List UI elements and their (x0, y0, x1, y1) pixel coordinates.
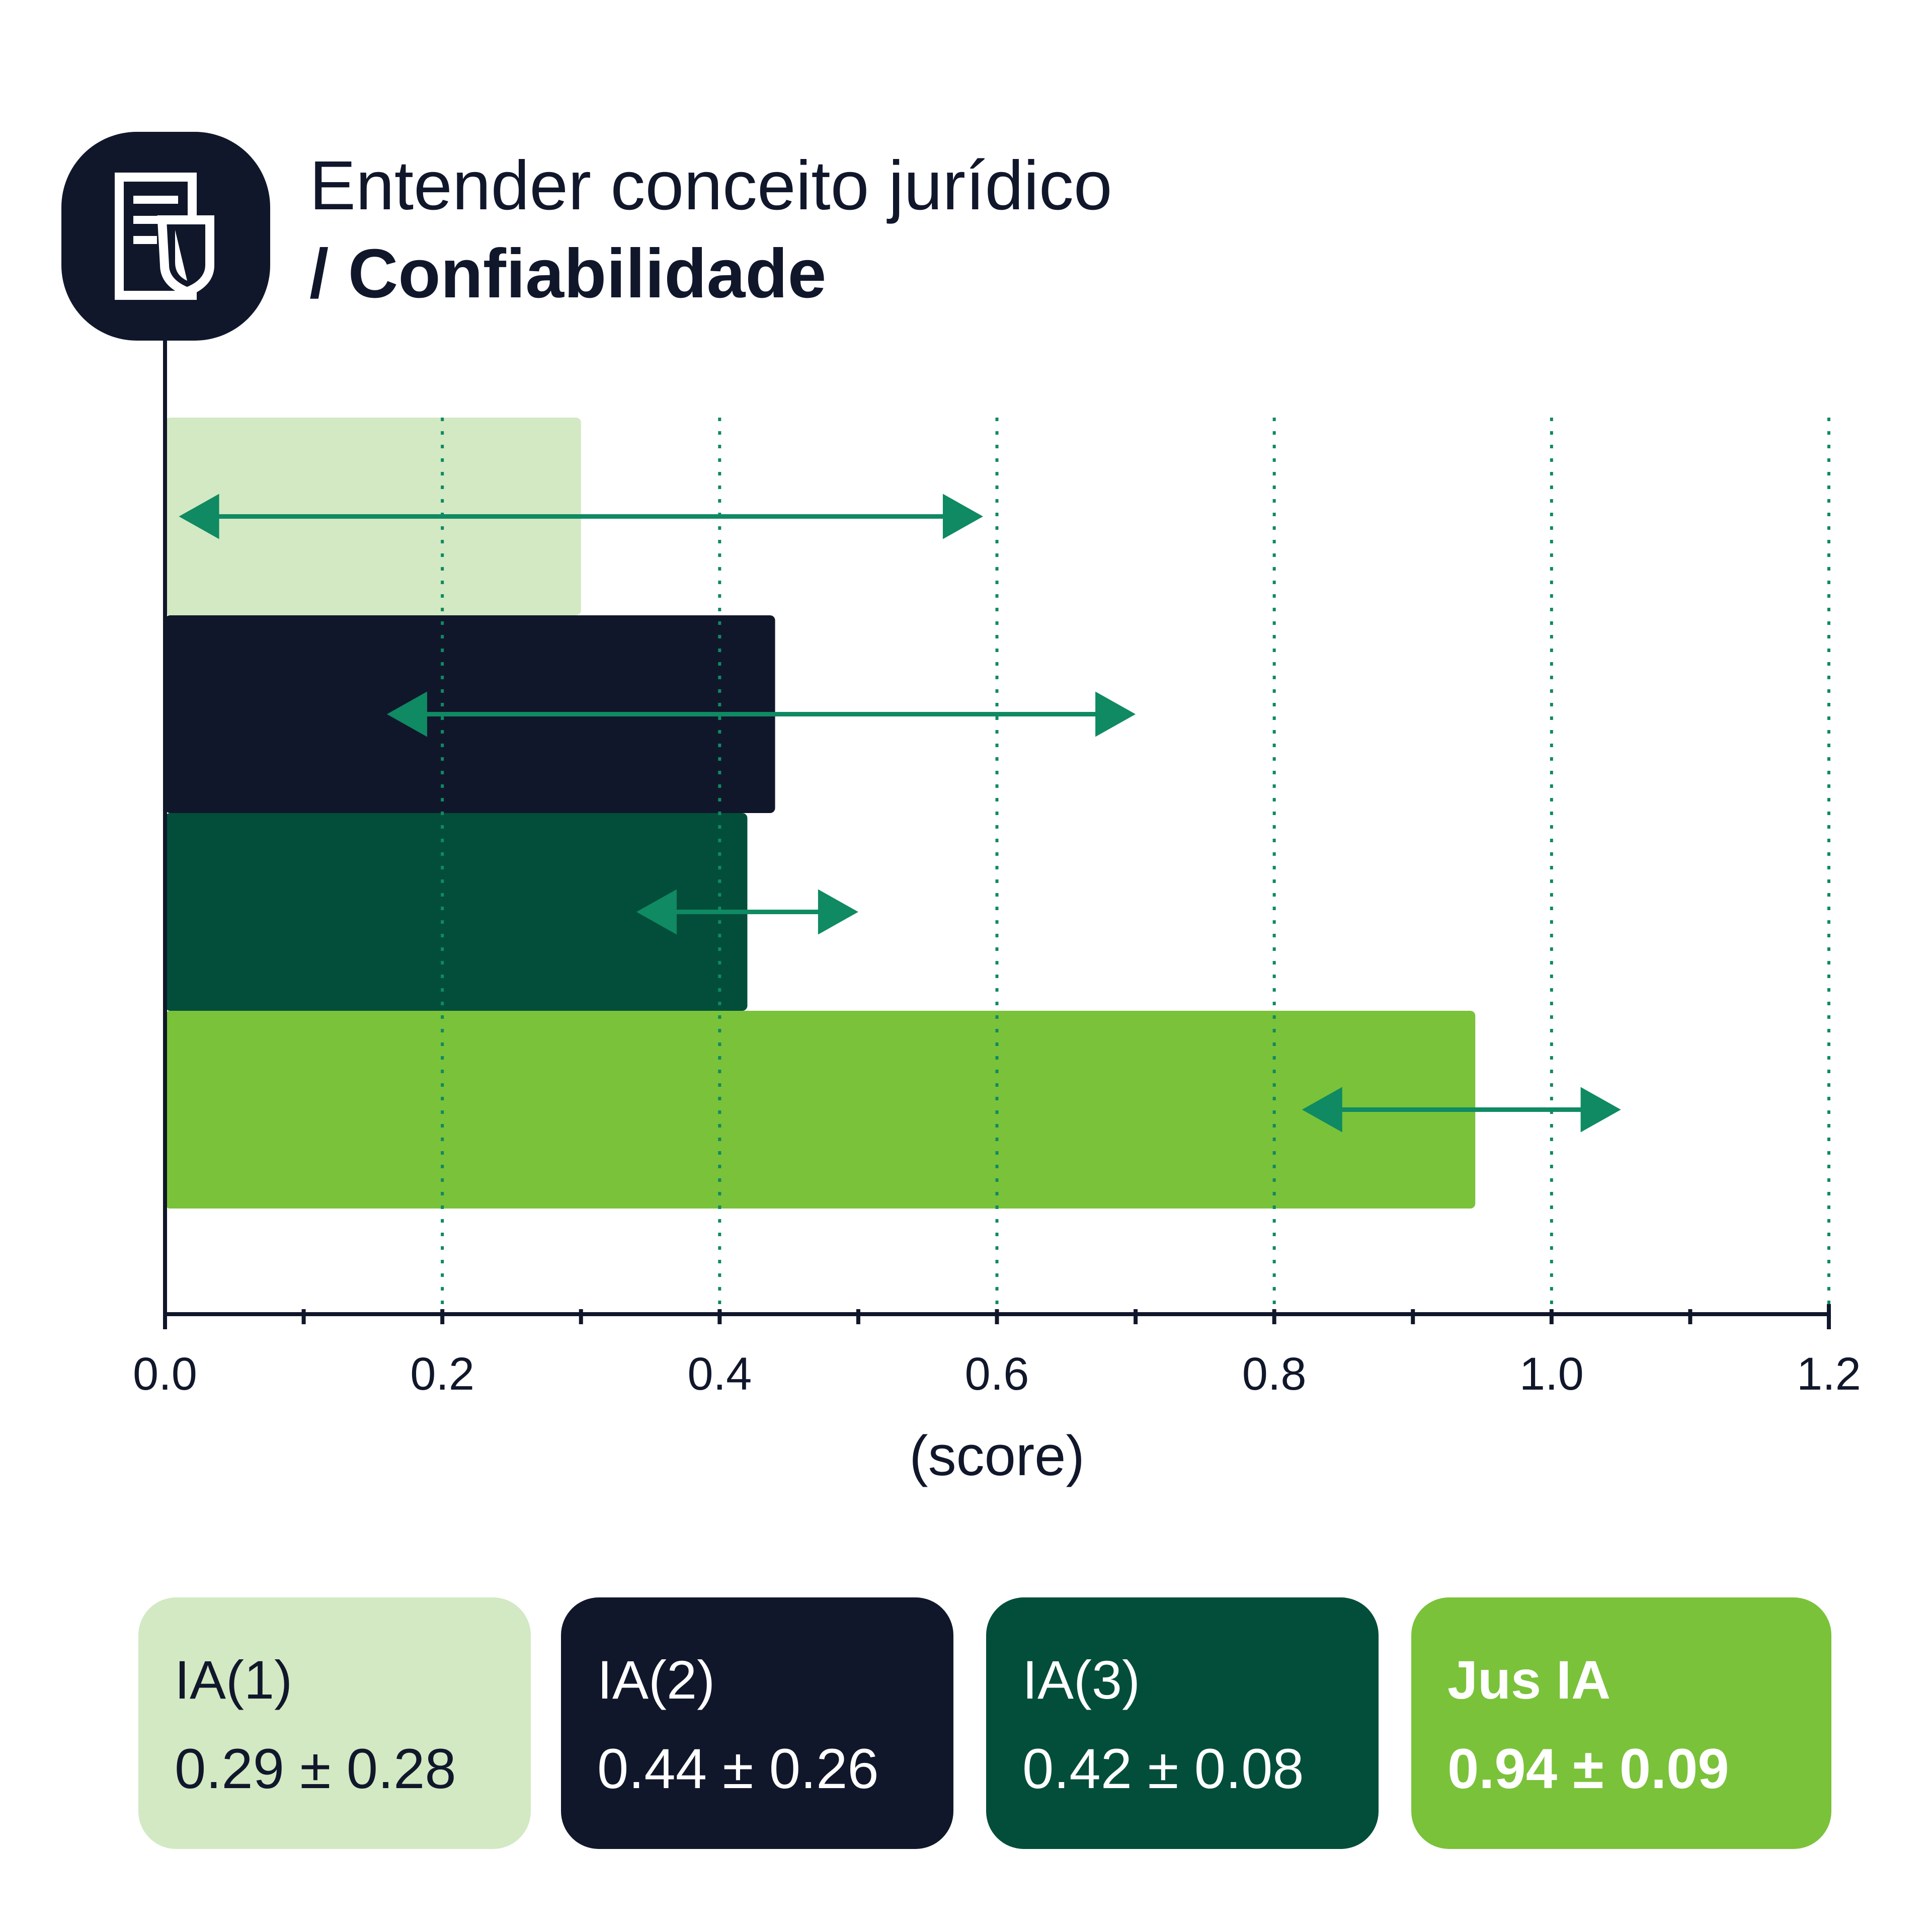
x-tick-label: 0.4 (687, 1348, 752, 1400)
legend-item-name: IA(1) (175, 1649, 293, 1710)
error-arrow-right-head (1095, 691, 1136, 737)
x-tick-label: 0.2 (410, 1348, 474, 1400)
x-tick-label: 1.0 (1519, 1348, 1584, 1400)
legend-item-name: Jus IA (1447, 1649, 1611, 1710)
error-arrow-left-head (179, 494, 219, 539)
bar-jus-ia (165, 1011, 1476, 1209)
legend-item-value: 0.94 ± 0.09 (1447, 1737, 1729, 1800)
legend-item-name: IA(3) (1022, 1649, 1141, 1710)
bar-ia-3- (165, 813, 748, 1011)
error-arrow-right-head (818, 889, 858, 935)
chart-title: Entender conceito jurídico (309, 147, 1112, 224)
legend-item-value: 0.29 ± 0.28 (175, 1737, 456, 1800)
legend-item: IA(1) 0.29 ± 0.28 (138, 1597, 531, 1849)
error-arrow-left-head (636, 889, 677, 935)
shield-fill (175, 230, 187, 281)
legend-item-name: IA(2) (597, 1649, 715, 1710)
error-arrow-left-head (386, 691, 427, 737)
error-arrow-right-head (942, 494, 983, 539)
x-tick-label: 1.2 (1797, 1348, 1861, 1400)
document-shield-icon-glyph (115, 173, 214, 300)
x-tick-label: 0.6 (965, 1348, 1029, 1400)
legend-item: Jus IA 0.94 ± 0.09 (1411, 1597, 1831, 1849)
document-shield-icon (61, 132, 270, 341)
chart-subtitle: / Confiabilidade (309, 235, 827, 312)
legend-item-value: 0.44 ± 0.26 (597, 1737, 879, 1800)
error-arrow-right-head (1580, 1087, 1621, 1133)
x-tick-label: 0.8 (1242, 1348, 1307, 1400)
shield-outline (157, 215, 214, 297)
x-axis-label: (score) (909, 1424, 1084, 1487)
x-tick-label: 0.0 (133, 1348, 197, 1400)
error-arrow-left-head (1302, 1087, 1342, 1133)
legend-item-value: 0.42 ± 0.08 (1022, 1737, 1304, 1800)
legend-item: IA(3) 0.42 ± 0.08 (986, 1597, 1379, 1849)
legend-item: IA(2) 0.44 ± 0.26 (561, 1597, 953, 1849)
